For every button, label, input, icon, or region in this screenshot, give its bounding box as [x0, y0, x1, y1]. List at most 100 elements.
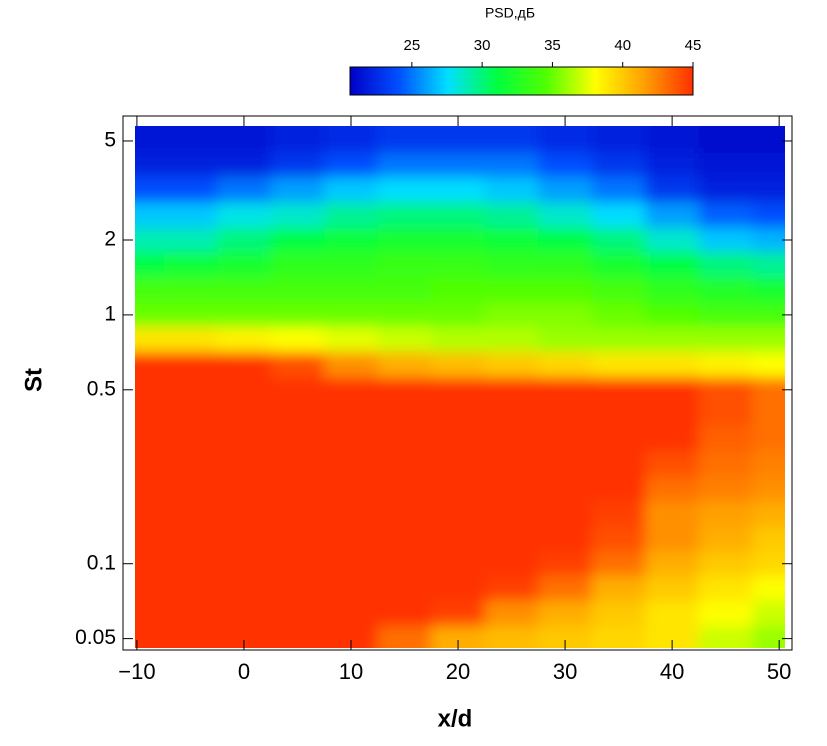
heatmap-cell [324, 377, 379, 403]
heatmap-cell [431, 377, 486, 403]
heatmap-cell [752, 252, 785, 278]
heatmap-cell [431, 202, 486, 229]
heatmap-cell [645, 451, 700, 478]
heatmap-cell [484, 451, 539, 478]
heatmap-cell [135, 401, 165, 427]
heatmap-cell [163, 227, 218, 253]
heatmap-cell [645, 401, 700, 427]
heatmap-cell [270, 326, 325, 353]
heatmap-cell [591, 500, 646, 527]
heatmap-cell [431, 326, 486, 353]
heatmap-cell [591, 476, 646, 502]
heatmap-cell [431, 153, 486, 178]
colorbar-tick-label: 35 [544, 37, 561, 54]
heatmap-cell [217, 326, 272, 353]
colorbar-title: PSD,дБ [485, 5, 535, 21]
heatmap-cell [698, 401, 753, 427]
heatmap-cell [431, 476, 486, 502]
y-tick-label: 1 [104, 302, 116, 325]
heatmap-cell [163, 252, 218, 278]
heatmap-cell [752, 326, 785, 353]
heatmap-cell [377, 500, 432, 527]
heatmap-cell [752, 451, 785, 478]
heatmap-cell [377, 575, 432, 602]
heatmap-cell [645, 526, 700, 553]
heatmap-cell [538, 326, 593, 353]
heatmap-cell [270, 227, 325, 253]
heatmap-cell [270, 626, 325, 648]
heatmap-cell [163, 600, 218, 627]
x-tick-label: 10 [339, 659, 363, 684]
heatmap-cell [270, 302, 325, 328]
heatmap-cell [270, 377, 325, 403]
heatmap-cell [538, 252, 593, 278]
heatmap [135, 126, 785, 648]
heatmap-cell [591, 252, 646, 278]
heatmap-cell [752, 177, 785, 204]
heatmap-cell [431, 526, 486, 553]
plot-frame [122, 115, 793, 651]
heatmap-cell [377, 401, 432, 427]
heatmap-cell [217, 177, 272, 204]
heatmap-cell [645, 600, 700, 627]
heatmap-cell [377, 277, 432, 304]
heatmap-cell [698, 227, 753, 253]
heatmap-cell [377, 252, 432, 278]
heatmap-cell [752, 425, 785, 452]
colorbar-tick-label: 40 [614, 37, 631, 54]
heatmap-cell [591, 526, 646, 553]
heatmap-cell [377, 302, 432, 328]
heatmap-cell [484, 551, 539, 577]
heatmap-cell [270, 177, 325, 204]
heatmap-cell [431, 302, 486, 328]
heatmap-cell [324, 401, 379, 427]
heatmap-cell [752, 277, 785, 304]
heatmap-cell [698, 600, 753, 627]
heatmap-cell [645, 126, 700, 154]
x-tick-label: 30 [553, 659, 577, 684]
heatmap-cell [752, 302, 785, 328]
heatmap-cell [163, 500, 218, 527]
heatmap-cell [270, 451, 325, 478]
heatmap-cell [645, 551, 700, 577]
heatmap-cell [324, 202, 379, 229]
heatmap-cell [324, 277, 379, 304]
heatmap-cell [217, 377, 272, 403]
heatmap-cell [698, 202, 753, 229]
heatmap-cell [217, 551, 272, 577]
heatmap-cell [538, 202, 593, 229]
heatmap-cell [591, 351, 646, 378]
heatmap-cell [645, 202, 700, 229]
heatmap-cell [538, 351, 593, 378]
heatmap-cell [163, 377, 218, 403]
heatmap-cell [324, 252, 379, 278]
heatmap-cell [591, 326, 646, 353]
heatmap-cell [377, 476, 432, 502]
heatmap-cell [217, 600, 272, 627]
heatmap-cell [135, 551, 165, 577]
x-tick-label: 40 [660, 659, 684, 684]
heatmap-cell [135, 326, 165, 353]
heatmap-cell [752, 626, 785, 648]
heatmap-cell [270, 551, 325, 577]
heatmap-cell [752, 351, 785, 378]
heatmap-cell [698, 377, 753, 403]
heatmap-cell [135, 302, 165, 328]
heatmap-cell [163, 153, 218, 178]
heatmap-cell [591, 551, 646, 577]
heatmap-cell [324, 302, 379, 328]
heatmap-cell [484, 476, 539, 502]
heatmap-cell [377, 425, 432, 452]
heatmap-cell [135, 252, 165, 278]
heatmap-cell [135, 500, 165, 527]
heatmap-cell [163, 302, 218, 328]
heatmap-cell [645, 575, 700, 602]
heatmap-cell [645, 227, 700, 253]
heatmap-cell [484, 500, 539, 527]
y-tick-label: 0.1 [87, 551, 116, 574]
heatmap-cell [217, 425, 272, 452]
heatmap-cell [752, 126, 785, 154]
heatmap-cell [270, 202, 325, 229]
heatmap-cell [698, 575, 753, 602]
